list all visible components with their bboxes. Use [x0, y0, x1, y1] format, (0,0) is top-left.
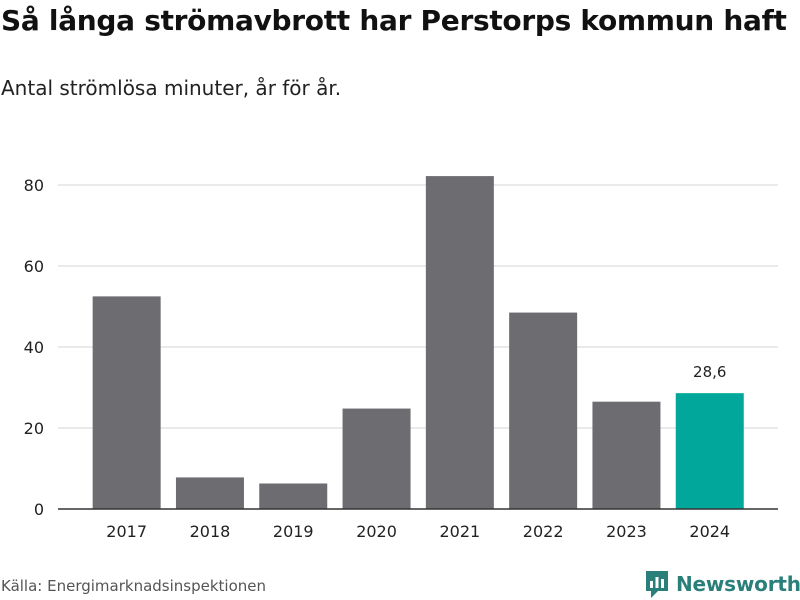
y-tick-label: 60 — [24, 257, 44, 276]
data-labels: 28,6 — [693, 363, 726, 381]
chart-title: Så långa strömavbrott har Perstorps komm… — [1, 4, 787, 37]
bar-2017 — [92, 296, 161, 509]
bars — [92, 176, 744, 509]
gridlines — [58, 184, 778, 429]
newsworthy-logo-icon — [646, 571, 668, 598]
y-tick-label: 20 — [24, 419, 44, 438]
bar-2022 — [509, 312, 578, 509]
chart-subtitle: Antal strömlösa minuter, år för år. — [1, 76, 342, 100]
x-tick-label: 2019 — [273, 522, 314, 541]
y-tick-label: 80 — [24, 176, 44, 195]
x-tick-label: 2023 — [606, 522, 647, 541]
x-tick-label: 2024 — [689, 522, 730, 541]
x-tick-label: 2018 — [190, 522, 231, 541]
data-label: 28,6 — [693, 363, 726, 381]
bar-2018 — [175, 477, 244, 509]
x-axis-ticks: 2017 2018 2019 2020 2021 2022 2023 2024 — [106, 522, 730, 541]
bar-2023 — [592, 401, 661, 509]
x-tick-label: 2022 — [523, 522, 564, 541]
y-axis-ticks: 0 20 40 60 80 — [24, 176, 44, 519]
bar-2021 — [425, 176, 494, 509]
x-tick-label: 2020 — [356, 522, 397, 541]
bar-2020 — [342, 408, 411, 509]
y-tick-label: 0 — [34, 500, 44, 519]
x-tick-label: 2021 — [439, 522, 480, 541]
brand-logo: Newsworthy — [644, 569, 800, 599]
bar-2019 — [259, 483, 328, 509]
x-tick-label: 2017 — [106, 522, 147, 541]
y-tick-label: 40 — [24, 338, 44, 357]
source-note: Källa: Energimarknadsinspektionen — [1, 577, 267, 595]
brand-name: Newsworthy — [676, 572, 800, 596]
bar-2024 — [675, 393, 744, 509]
